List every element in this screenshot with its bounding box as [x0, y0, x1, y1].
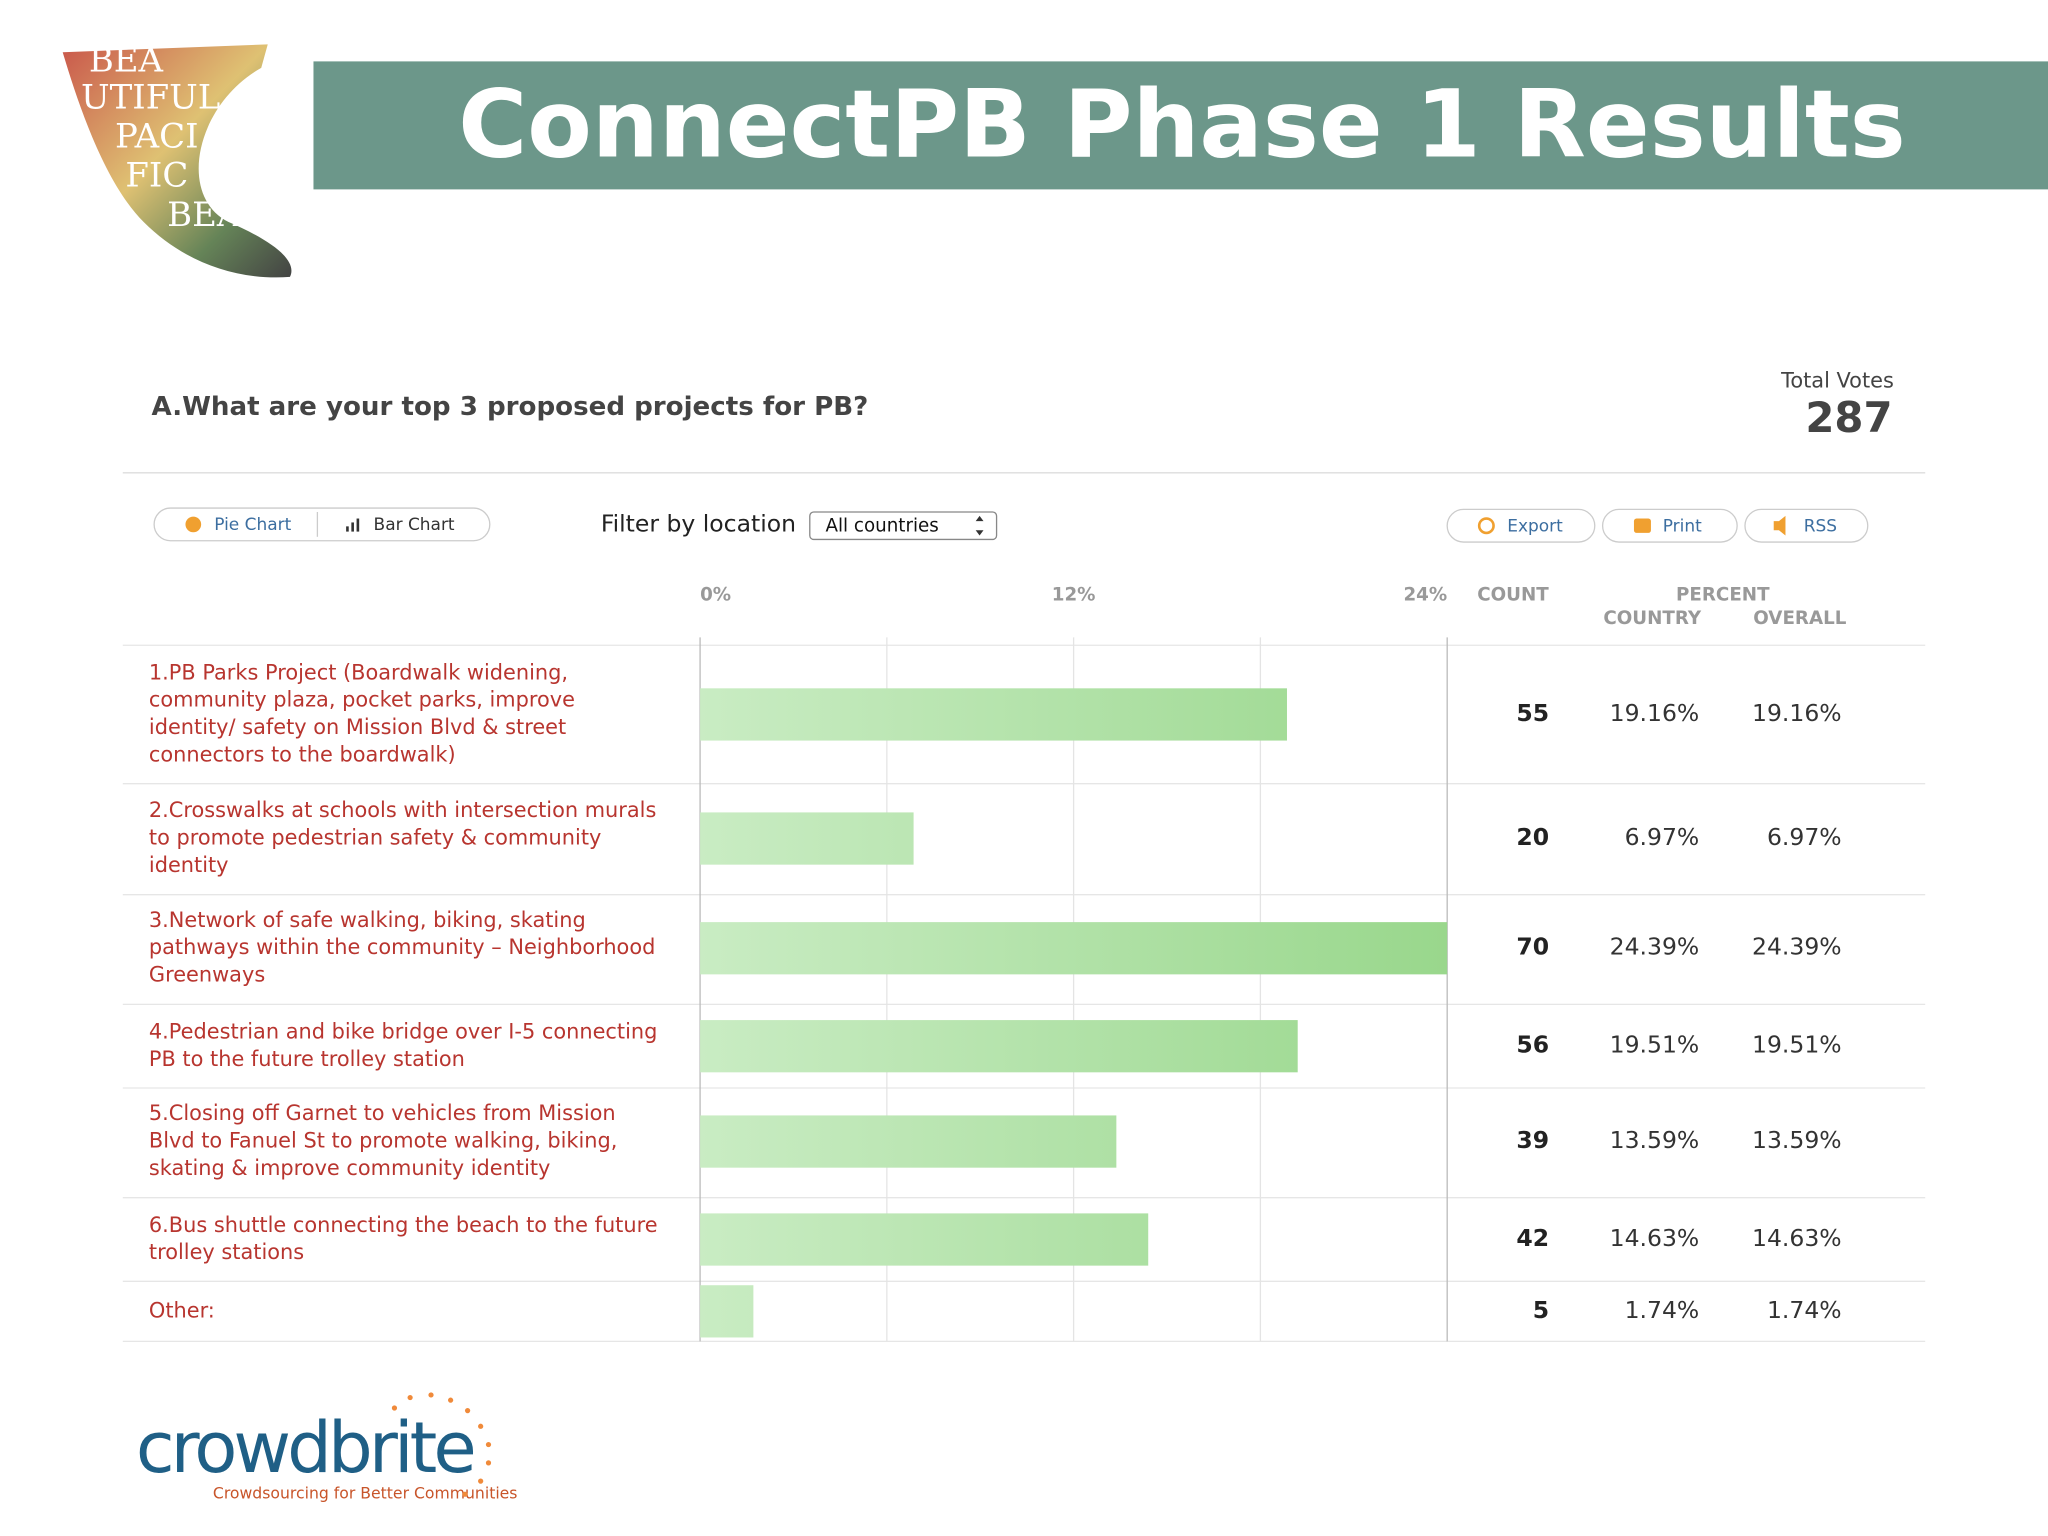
percent-overall: 1.74%: [1767, 1296, 1842, 1324]
count: 55: [1516, 699, 1549, 727]
percent-country: 19.51%: [1610, 1031, 1700, 1059]
print-label: Print: [1663, 516, 1702, 536]
bar: [700, 812, 914, 865]
count: 70: [1516, 933, 1549, 961]
rss-button[interactable]: [1744, 508, 1869, 543]
count: 39: [1516, 1126, 1549, 1154]
bar: [700, 688, 1287, 741]
x-tick-label: 24%: [1403, 585, 1447, 606]
print-icon: [1633, 518, 1651, 533]
logo-line: BEA: [89, 41, 164, 81]
country-header: COUNTRY: [1603, 608, 1702, 629]
category-label: 5.Closing off Garnet to vehicles from Mi…: [149, 1101, 616, 1125]
rss-icon: [1773, 515, 1786, 536]
logo-fin: [62, 44, 292, 278]
chart-title: ConnectPB Phase 1 Results: [458, 70, 1905, 179]
category-label: to promote pedestrian safety & community: [149, 826, 601, 850]
footer-tagline: Crowdsourcing for Better Communities: [213, 1484, 518, 1503]
filter-select[interactable]: [809, 511, 998, 541]
category-label: Greenways: [149, 963, 265, 987]
chart-toggle[interactable]: [153, 507, 491, 542]
print-button[interactable]: [1601, 508, 1738, 543]
category-label: connectors to the boardwalk): [149, 743, 456, 767]
logo-line: FIC: [125, 156, 188, 196]
bar: [700, 1020, 1298, 1073]
logo-line: UTIFUL: [81, 77, 220, 117]
category-label: identity/ safety on Mission Blvd & stree…: [149, 715, 566, 739]
total-votes: 287: [1805, 393, 1892, 442]
category-label: skating & improve community identity: [149, 1156, 551, 1180]
rss-label: RSS: [1804, 516, 1837, 536]
x-tick-label: 12%: [1052, 585, 1096, 606]
logo-text: BEA UTIFUL PACI FIC BEACH: [81, 41, 297, 235]
count: 56: [1516, 1031, 1549, 1059]
category-label: PB to the future trolley station: [149, 1047, 465, 1071]
logo-dots: [391, 1392, 492, 1497]
category-label: 3.Network of safe walking, biking, skati…: [149, 908, 586, 932]
category-label: pathways within the community – Neighbor…: [149, 935, 655, 959]
percent-overall: 24.39%: [1752, 933, 1842, 961]
category-label: Blvd to Fanuel St to promote walking, bi…: [149, 1129, 618, 1153]
percent-country: 19.16%: [1610, 699, 1700, 727]
category-label: 4.Pedestrian and bike bridge over I-5 co…: [149, 1019, 657, 1043]
select-arrows: [975, 515, 984, 536]
question: A.What are your top 3 proposed projects …: [152, 392, 869, 422]
count: 5: [1533, 1296, 1549, 1324]
percent-overall: 19.51%: [1752, 1031, 1842, 1059]
category-label: 1.PB Parks Project (Boardwalk widening,: [149, 660, 568, 684]
category-label: community plaza, pocket parks, improve: [149, 688, 575, 712]
percent-country: 14.63%: [1610, 1224, 1700, 1252]
percent-country: 1.74%: [1625, 1296, 1700, 1324]
filter-value: All countries: [825, 515, 938, 536]
footer-logo: crowdbrite: [136, 1407, 474, 1489]
category-label: trolley stations: [149, 1240, 304, 1264]
overall-header: OVERALL: [1753, 608, 1846, 629]
logo-line: BEACH: [167, 195, 297, 235]
percent-overall: 13.59%: [1752, 1126, 1842, 1154]
percent-overall: 19.16%: [1752, 699, 1842, 727]
logo-line: PACI: [115, 116, 199, 156]
percent-overall: 6.97%: [1767, 823, 1842, 851]
bar: [700, 922, 1448, 975]
bar: [700, 1115, 1117, 1168]
category-label: identity: [149, 853, 229, 877]
bar: [700, 1213, 1149, 1266]
total-votes-label: Total Votes: [1780, 368, 1894, 392]
pie-icon: [185, 516, 202, 533]
pie-chart-button[interactable]: Pie Chart: [214, 515, 291, 535]
bar: [700, 1285, 754, 1338]
count: 20: [1516, 823, 1549, 851]
category-label: 6.Bus shuttle connecting the beach to th…: [149, 1213, 658, 1237]
percent-country: 13.59%: [1610, 1126, 1700, 1154]
category-label: 2.Crosswalks at schools with intersectio…: [149, 798, 656, 822]
filter-label: Filter by location: [601, 510, 796, 538]
export-icon: [1477, 517, 1495, 535]
bar-chart-button[interactable]: Bar Chart: [374, 515, 455, 535]
category-label: Other:: [149, 1298, 215, 1322]
percent-overall: 14.63%: [1752, 1224, 1842, 1252]
x-tick-label: 0%: [700, 585, 731, 606]
bar-icon: [346, 518, 360, 532]
export-label: Export: [1507, 516, 1563, 536]
percent-country: 6.97%: [1625, 823, 1700, 851]
count-header: COUNT: [1477, 585, 1549, 606]
column-headers: COUNT PERCENT COUNTRY OVERALL: [1477, 585, 1847, 630]
percent-country: 24.39%: [1610, 933, 1700, 961]
count: 42: [1516, 1224, 1549, 1252]
title-band: [313, 61, 2048, 190]
percent-header: PERCENT: [1676, 585, 1770, 606]
